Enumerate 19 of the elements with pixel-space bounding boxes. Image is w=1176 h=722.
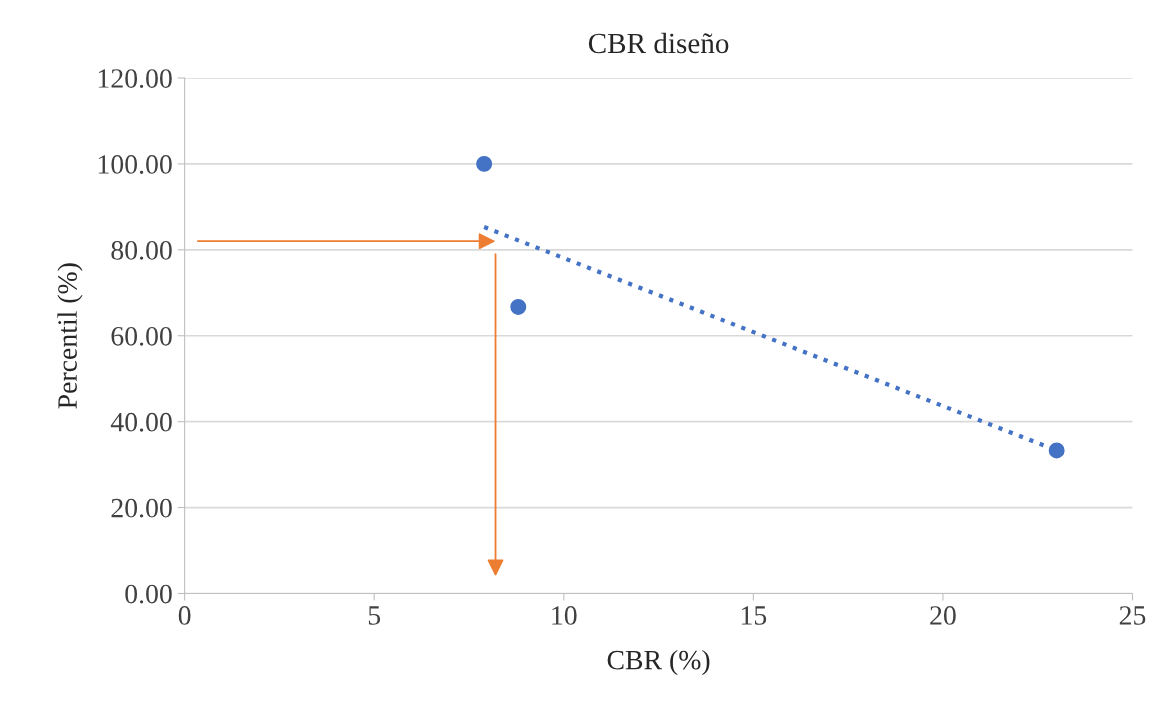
x-tick-label: 5 (368, 606, 381, 625)
point (476, 155, 493, 172)
x-tick-label: 10 (552, 606, 577, 625)
y-tick-label: 80.00 (111, 240, 172, 260)
chart-title: CBR diseño (588, 32, 729, 54)
point (510, 298, 527, 315)
x-tick-label: 25 (1119, 606, 1146, 625)
x-tick-label: 0 (178, 606, 191, 625)
y-axis-title: Percentil (%) (57, 263, 83, 409)
y-tick-label: 60.00 (111, 326, 172, 346)
y-tick-label: 120.00 (98, 69, 172, 89)
point (1048, 442, 1065, 459)
x-axis-title: CBR (%) (607, 649, 710, 676)
x-tick-label: 15 (741, 606, 767, 625)
y-tick-label: 40.00 (110, 412, 172, 432)
y-tick-label: 0.00 (125, 584, 172, 604)
y-tick-label: 100.00 (98, 155, 172, 174)
x-tick-label: 20 (930, 606, 956, 625)
y-tick-label: 20.00 (111, 498, 172, 518)
